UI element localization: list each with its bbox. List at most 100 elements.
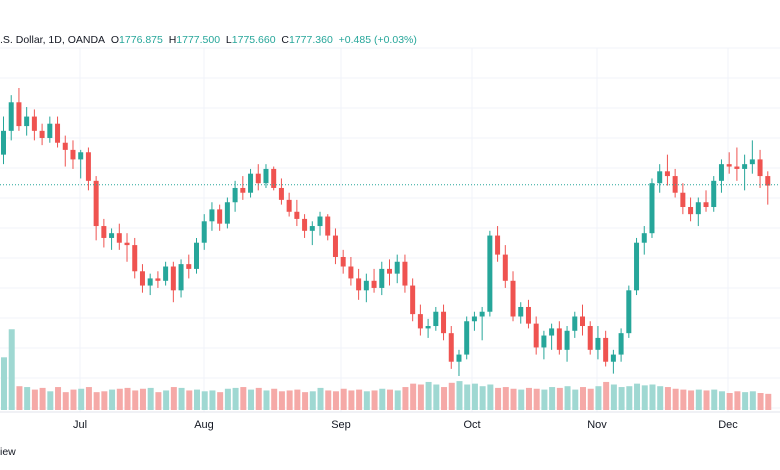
candle-body: [317, 216, 323, 227]
volume-bar: [448, 382, 455, 410]
volume-bar: [363, 391, 370, 410]
volume-bar: [433, 384, 440, 410]
volume-bar: [163, 390, 170, 410]
volume-bar: [664, 387, 671, 410]
x-tick-label: Nov: [587, 419, 607, 431]
low-value: 1775.660: [231, 34, 276, 46]
candle-body: [425, 326, 431, 329]
candle-body: [595, 337, 601, 350]
candle-body: [16, 102, 22, 127]
candle-body: [618, 333, 624, 355]
candle-body: [155, 278, 161, 281]
volume-bar: [356, 389, 363, 410]
volume-bar: [1, 357, 7, 410]
volume-bar: [680, 389, 687, 410]
volume-bar: [55, 387, 62, 410]
symbol-label: .S. Dollar, 1D, OANDA: [0, 34, 106, 46]
volume-bar: [595, 386, 602, 410]
candle-body: [749, 159, 755, 165]
volume-bar: [379, 388, 386, 410]
volume-bar: [456, 381, 463, 410]
candle-body: [471, 316, 477, 322]
volume-bar: [618, 387, 625, 410]
open-key: O: [110, 34, 120, 46]
candle-body: [657, 171, 663, 184]
candle-body: [109, 233, 115, 238]
volume-bar: [487, 384, 494, 410]
candle-body: [147, 278, 153, 286]
candle-body: [587, 326, 593, 350]
candle-body: [441, 311, 447, 334]
volume-bar: [502, 387, 509, 410]
volume-bar: [139, 388, 146, 410]
volume-bar: [726, 393, 733, 410]
candle-body: [487, 235, 493, 312]
candle-body: [240, 187, 246, 193]
candle-body: [765, 176, 771, 186]
volume-bar: [209, 390, 216, 410]
volume-bar: [387, 389, 393, 410]
volume-bar: [201, 391, 208, 410]
candle-body: [479, 311, 485, 317]
volume-bar: [340, 388, 347, 410]
candle-body: [39, 130, 45, 138]
candle-body: [387, 268, 392, 274]
volume-bar: [641, 385, 648, 410]
volume-bar: [332, 391, 339, 410]
volume-bar: [371, 390, 378, 410]
candle-body: [8, 102, 14, 131]
candle-body: [224, 202, 230, 224]
candle-body: [402, 261, 408, 286]
volume-bar: [757, 393, 764, 410]
candle-body: [379, 268, 385, 288]
candle-body: [263, 168, 269, 184]
candle-body: [417, 314, 423, 329]
candle-body: [695, 202, 701, 215]
volume-bar: [749, 391, 756, 410]
volume-bar: [194, 389, 200, 410]
candle-body: [541, 335, 547, 348]
volume-bar: [634, 383, 641, 410]
candle-body: [116, 233, 122, 243]
x-tick-label: Sep: [331, 419, 351, 431]
volume-bar: [78, 388, 85, 410]
candle-body: [85, 152, 91, 181]
candle-body: [332, 235, 338, 257]
volume-bar: [224, 388, 231, 410]
volume-bar: [688, 390, 695, 410]
candle-body: [734, 166, 740, 169]
volume-bar: [93, 392, 100, 410]
volume-bar: [309, 391, 316, 410]
candle-body: [101, 226, 107, 238]
volume-bar: [425, 381, 432, 410]
candle-body: [294, 211, 300, 219]
ohlc-legend: .S. Dollar, 1D, OANDA O1776.875 H1777.50…: [0, 33, 417, 47]
close-key: C: [281, 34, 289, 46]
volume-bar: [695, 389, 702, 410]
candle-body: [255, 173, 261, 184]
candle-body: [217, 209, 223, 224]
candle-body: [502, 254, 508, 281]
candle-body: [688, 207, 694, 215]
x-tick-label: Jul: [73, 419, 87, 431]
candle-body: [572, 316, 578, 331]
volume-bar: [471, 383, 478, 410]
candle-body: [178, 264, 184, 291]
volume-bar: [116, 388, 123, 410]
candle-body: [348, 266, 354, 279]
volume-bar: [248, 389, 255, 410]
volume-bar: [294, 389, 301, 410]
volume-bar: [62, 392, 69, 410]
candle-body: [626, 290, 632, 334]
candle-body: [448, 333, 454, 362]
volume-bar: [24, 387, 31, 410]
volume-bar: [286, 390, 293, 410]
candle-body: [603, 337, 609, 362]
candle-body: [271, 168, 277, 188]
candle-body: [525, 306, 531, 324]
candle-body: [456, 354, 462, 362]
candle-body: [549, 328, 555, 336]
candle-body: [510, 280, 516, 317]
candle-body: [62, 142, 68, 150]
volume-bar: [278, 391, 285, 410]
